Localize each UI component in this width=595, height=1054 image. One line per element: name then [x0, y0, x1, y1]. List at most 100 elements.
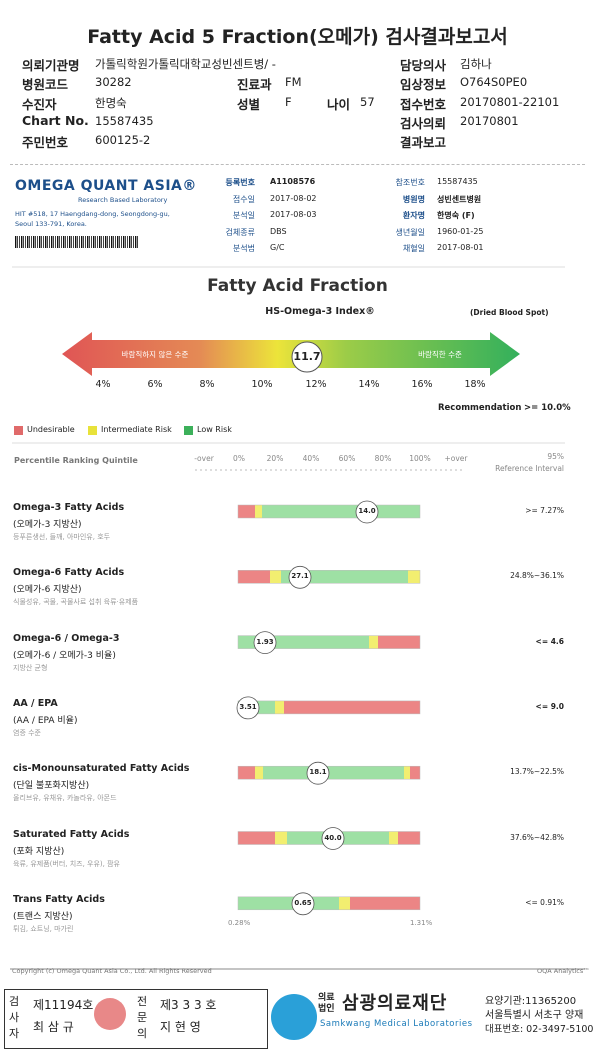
reference: 13.7%~22.5%	[510, 767, 564, 777]
lab-address: HIT #518, 17 Haengdang-dong, Seongdong-g…	[15, 210, 170, 218]
divider	[10, 164, 585, 165]
role: 전문의	[136, 995, 148, 1040]
field-label: 검사의뢰	[400, 116, 447, 131]
barcode-bar	[83, 236, 84, 248]
barcode-bar	[113, 236, 114, 248]
row-name: AA / EPA	[13, 697, 58, 709]
field-label: Chart No.	[22, 113, 89, 128]
row-value: 3.51	[239, 702, 257, 711]
field-value: 한명숙	[95, 96, 127, 110]
reference: <= 0.91%	[525, 897, 564, 907]
field-label: 진료과	[237, 77, 272, 92]
barcode-bar	[107, 236, 108, 248]
row-sources: 염증 수준	[13, 728, 41, 737]
barcode-bar	[73, 236, 74, 248]
barcode-bar	[95, 236, 96, 248]
quintile-tick: -over	[194, 454, 214, 463]
lab-address: Seoul 133-791, Korea.	[15, 220, 87, 228]
range-segment	[389, 831, 398, 845]
row-sources: 식물성유, 곡물, 곡물사료 섭취 육류·유제품	[13, 598, 139, 607]
range-segment	[275, 831, 287, 845]
row-name: Omega-6 / Omega-3	[13, 632, 120, 644]
range-border	[237, 896, 421, 911]
lab-value: G/C	[270, 243, 285, 252]
barcode-bar	[111, 236, 113, 248]
lab-label: 검체종류	[225, 227, 255, 237]
lab-value: 한명숙 (F)	[437, 211, 475, 220]
org-code: 요양기관:11365200	[485, 996, 577, 1007]
quintile-label: Percentile Ranking Quintile	[14, 456, 138, 465]
barcode-bar	[87, 236, 89, 248]
row-name: Trans Fatty Acids	[13, 893, 105, 905]
barcode-bar	[105, 236, 107, 248]
lab-name: OMEGA QUANT ASIA®	[15, 178, 197, 194]
barcode-bar	[43, 236, 44, 248]
barcode-bar	[127, 236, 128, 248]
org-name: 삼광의료재단	[342, 993, 448, 1014]
field-value: F	[285, 95, 292, 109]
scale-label: 10%	[251, 379, 273, 390]
value-marker	[306, 761, 330, 785]
index-marker	[291, 341, 323, 373]
legend-color	[88, 426, 97, 435]
field-label: 임상정보	[400, 77, 447, 92]
scale-label: 18%	[464, 379, 486, 390]
barcode-bar	[63, 236, 65, 248]
lab-label: 참조번호	[395, 178, 425, 187]
field-label: 나이	[327, 97, 351, 112]
range-segment	[404, 766, 410, 780]
lab-label: 접수일	[232, 194, 255, 204]
value-marker	[291, 892, 315, 916]
row-sources: 올리브유, 유채유, 카놀라유, 아몬드	[13, 794, 117, 803]
barcode-bar	[115, 236, 116, 248]
lab-label: 등록번호	[225, 178, 255, 187]
signer: 지 현 영	[160, 1020, 201, 1034]
barcode-bar	[31, 236, 32, 248]
lab-label: 환자명	[402, 211, 425, 220]
barcode-bar	[15, 236, 17, 248]
specimen: (Dried Blood Spot)	[470, 308, 549, 317]
field-label: 성별	[237, 97, 261, 112]
lab-label: 분석법	[232, 244, 255, 253]
row-value: 1.93	[256, 637, 274, 646]
range-segment	[410, 766, 420, 780]
lab-label: 분석일	[232, 211, 255, 220]
range-border	[237, 765, 421, 780]
lab-label: 병원명	[402, 194, 425, 204]
range-segment	[255, 766, 263, 780]
quintile-tick: 80%	[374, 454, 392, 463]
row-korean: (오메가-6 지방산)	[13, 585, 82, 596]
barcode-bar	[99, 236, 101, 248]
signature-box	[4, 989, 268, 1049]
row-sources: 지방산 균형	[13, 663, 48, 672]
barcode-bar	[27, 236, 29, 248]
row-name: cis-Monounsaturated Fatty Acids	[13, 763, 190, 775]
barcode-bar	[39, 236, 41, 248]
copyright: Copyright (c) Omega Quant Asia Co., Ltd.…	[12, 967, 212, 975]
range-segment	[378, 635, 420, 649]
field-label: 담당의사	[400, 58, 447, 73]
range-segment	[281, 570, 408, 584]
quintile-tick: +over	[444, 454, 468, 463]
reference: <= 9.0	[535, 701, 564, 711]
range-border	[237, 504, 421, 519]
field-label: 수진자	[22, 97, 57, 112]
barcode	[15, 236, 138, 248]
barcode-bar	[133, 236, 134, 248]
barcode-bar	[71, 236, 72, 248]
quintile-tick: 20%	[266, 454, 284, 463]
index-arrow	[62, 332, 520, 376]
field-value: O764S0PE0	[460, 75, 528, 89]
range-segment	[238, 570, 270, 584]
report-title: Fatty Acid 5 Fraction(오메가) 검사결과보고서	[87, 26, 508, 48]
field-label: 접수번호	[400, 97, 447, 112]
barcode-bar	[41, 236, 42, 248]
barcode-bar	[97, 236, 98, 248]
barcode-bar	[19, 236, 20, 248]
reference: >= 7.27%	[525, 506, 564, 515]
barcode-bar	[53, 236, 54, 248]
range-segment	[369, 635, 378, 649]
field-value: 30282	[95, 75, 132, 89]
row-name: Omega-6 Fatty Acids	[13, 567, 125, 579]
